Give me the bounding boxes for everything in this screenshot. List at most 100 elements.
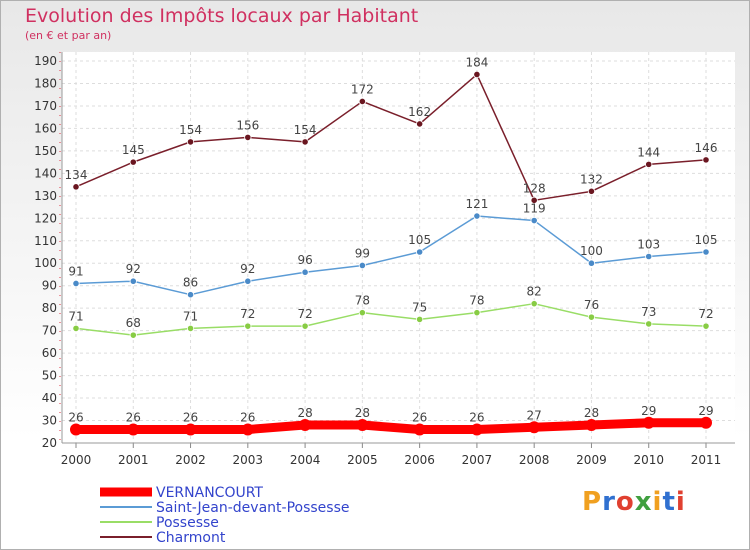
data-label: 71 <box>68 309 83 323</box>
data-label: 92 <box>240 262 255 276</box>
data-label: 128 <box>523 181 546 195</box>
data-point <box>587 259 596 267</box>
data-point <box>585 419 598 432</box>
x-tick-label: 2009 <box>576 453 607 467</box>
data-point <box>358 261 366 270</box>
data-label: 105 <box>408 233 431 247</box>
x-tick-label: 2007 <box>462 453 493 467</box>
data-label: 91 <box>68 264 83 278</box>
data-point <box>72 324 80 332</box>
data-point <box>530 300 538 308</box>
y-tick-label: 190 <box>34 54 57 68</box>
data-label: 27 <box>527 408 542 422</box>
x-tick-label: 2008 <box>519 453 550 467</box>
legend-entry: Possesse <box>156 515 219 531</box>
logo-letter: i <box>675 487 686 517</box>
data-point <box>301 268 309 276</box>
data-point <box>530 216 538 225</box>
data-label: 72 <box>297 307 312 321</box>
data-point <box>244 133 252 141</box>
data-label: 154 <box>179 123 202 137</box>
x-tick-label: 2004 <box>290 453 321 467</box>
data-point <box>416 315 424 324</box>
data-point <box>587 187 596 195</box>
logo-letter: t <box>662 487 676 517</box>
data-point <box>413 423 426 436</box>
data-point <box>184 423 197 436</box>
data-point <box>70 423 82 436</box>
data-point <box>702 248 710 256</box>
data-label: 156 <box>236 118 259 132</box>
data-point <box>416 120 424 128</box>
data-label: 146 <box>695 141 718 155</box>
data-point <box>301 322 309 330</box>
y-tick-label: 80 <box>42 301 57 315</box>
data-label: 28 <box>355 406 370 420</box>
data-point <box>416 248 424 256</box>
data-point <box>702 156 710 164</box>
data-point <box>299 419 312 432</box>
y-tick-label: 40 <box>42 391 57 405</box>
data-point <box>186 324 195 332</box>
data-label: 145 <box>122 143 145 157</box>
x-tick-label: 2006 <box>404 453 435 467</box>
legend-entry: Saint-Jean-devant-Possesse <box>156 500 349 516</box>
y-tick-label: 60 <box>42 346 57 360</box>
logo-letter: i <box>652 487 663 517</box>
x-tick-label: 2002 <box>175 453 206 467</box>
data-label: 71 <box>183 309 198 323</box>
data-label: 75 <box>412 300 427 314</box>
y-tick-label: 30 <box>42 414 57 428</box>
data-label: 28 <box>584 406 599 420</box>
data-point <box>642 416 655 429</box>
logo-letter: x <box>634 487 653 517</box>
y-tick-label: 160 <box>34 121 57 135</box>
data-point <box>129 331 137 339</box>
data-point <box>186 291 195 299</box>
data-point <box>358 309 366 317</box>
proxiti-logo: Proxiti <box>582 487 686 517</box>
y-tick-label: 70 <box>42 324 57 338</box>
data-label: 78 <box>355 294 370 308</box>
data-point <box>473 212 481 220</box>
y-tick-label: 170 <box>34 99 57 113</box>
data-label: 92 <box>126 262 141 276</box>
series-line <box>75 73 707 202</box>
data-point <box>72 279 80 288</box>
data-point <box>473 309 481 317</box>
data-point <box>473 70 481 79</box>
data-point <box>530 196 538 204</box>
data-point <box>72 183 80 191</box>
x-tick-label: 2003 <box>233 453 264 467</box>
data-label: 28 <box>297 406 312 420</box>
x-tick-label: 2010 <box>633 453 664 467</box>
data-label: 76 <box>584 298 599 312</box>
data-point <box>244 322 252 330</box>
data-label: 162 <box>408 105 431 119</box>
data-point <box>356 419 369 432</box>
data-point <box>241 423 254 436</box>
data-label: 119 <box>523 202 546 216</box>
data-point <box>129 277 137 285</box>
data-label: 26 <box>469 411 484 425</box>
data-point <box>244 277 252 285</box>
data-label: 184 <box>465 55 488 69</box>
data-label: 172 <box>351 82 374 96</box>
data-label: 26 <box>68 411 83 425</box>
data-label: 72 <box>240 307 255 321</box>
data-point <box>645 252 653 261</box>
y-tick-label: 20 <box>42 436 57 450</box>
data-label: 105 <box>695 233 718 247</box>
data-label: 68 <box>126 316 141 330</box>
data-label: 103 <box>637 237 660 251</box>
logo-letter: r <box>602 487 616 517</box>
data-point <box>127 423 140 436</box>
data-label: 29 <box>641 404 656 418</box>
legend-entry: Charmont <box>156 530 226 546</box>
data-point <box>129 158 137 166</box>
data-point <box>700 416 712 429</box>
y-tick-label: 150 <box>34 144 57 158</box>
data-point <box>358 97 366 106</box>
x-tick-label: 2001 <box>118 453 149 467</box>
y-tick-label: 110 <box>34 234 57 248</box>
